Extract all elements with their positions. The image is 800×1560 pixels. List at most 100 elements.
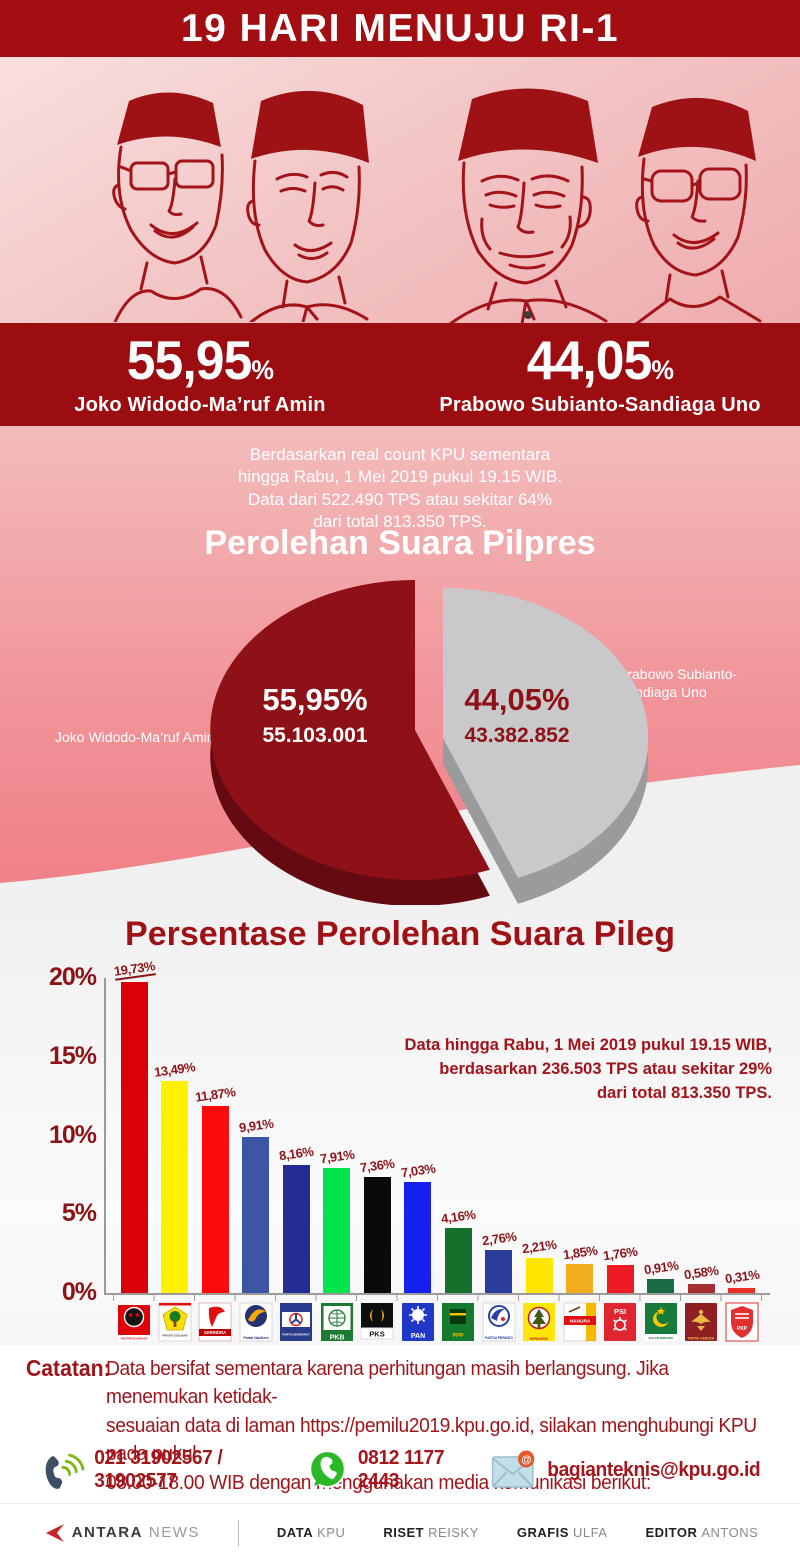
bar-value-label: 7,36% xyxy=(359,1155,396,1176)
brand-primary: ANTARA xyxy=(71,1524,143,1541)
party-logo-text: PDI PERJUANGAN xyxy=(121,1336,148,1340)
pie-votes-jokowi: 55.103.001 xyxy=(262,724,367,747)
bar xyxy=(242,1136,270,1293)
party-logo-golkar: PARTAI GOLKAR xyxy=(155,1301,196,1345)
bar xyxy=(404,1182,432,1293)
party-logo-text: HANURA xyxy=(569,1319,590,1325)
credit-data: DATA KPU xyxy=(276,1525,346,1540)
bar-column-PPP: 4,16% xyxy=(438,1206,479,1293)
jokowi-maruf-portrait-illustration xyxy=(112,90,369,322)
email-icon: @ xyxy=(491,1450,535,1488)
party-logo-perindo: PARTAI PERINDO xyxy=(479,1301,520,1345)
bar-column-PDI Perjuangan: 19,73% xyxy=(112,958,156,1293)
pileg-section: Persentase Perolehan Suara Pileg Data hi… xyxy=(0,905,800,1345)
party-logo-text: PSI xyxy=(614,1307,626,1316)
bar-column-Partai Gerindra: 11,87% xyxy=(194,1084,237,1293)
note-line: Data hingga Rabu, 1 Mei 2019 pukul 19.15… xyxy=(404,1035,772,1054)
jokowi-name: Joko Widodo-Ma’ruf Amin xyxy=(74,393,326,416)
phone-contact: 021 31902567 / 31902577 xyxy=(39,1446,297,1494)
pie-label-prabowo: Prabowo Subianto-Sandiaga Uno xyxy=(618,666,738,700)
phone-icon xyxy=(45,1453,85,1489)
bar-value-label: 8,16% xyxy=(278,1143,315,1163)
bar-column-Partai Demokrat: 8,16% xyxy=(276,1143,317,1293)
x-axis-ticks xyxy=(113,1295,764,1301)
y-axis-tick-label: 10% xyxy=(48,1120,97,1149)
result-left: 55,95% Joko Widodo-Ma’ruf Amin xyxy=(0,323,400,426)
note-line: dari total 813.350 TPS. xyxy=(313,512,487,532)
bar-column-Partai Hanura: 1,85% xyxy=(560,1243,601,1293)
party-logo-nasdem: Partai NasDem xyxy=(236,1301,277,1345)
party-logo-hanura: HANURA xyxy=(560,1301,601,1345)
y-axis: 20% 15% 10% 5% 0% xyxy=(0,905,97,1306)
party-logo-psi: PSI xyxy=(600,1301,641,1345)
jokowi-percentage: 55,95% xyxy=(126,328,274,391)
prabowo-sandiaga-portrait-illustration xyxy=(448,88,762,324)
whatsapp-icon xyxy=(309,1450,346,1488)
bar-column-Partai Perindo: 2,76% xyxy=(479,1228,520,1293)
bar-column-Partai NasDem: 9,91% xyxy=(236,1116,277,1293)
bar xyxy=(323,1168,351,1293)
x-axis-line xyxy=(104,1293,770,1295)
footer-divider xyxy=(237,1519,239,1546)
party-logo-text: PPP xyxy=(453,1333,464,1339)
candidate-portraits-section xyxy=(0,57,800,324)
party-logo-text: PARTAI GOLKAR xyxy=(162,1334,188,1338)
whatsapp-number: 0812 1177 2443 xyxy=(357,1447,445,1492)
bar-value-label: 0,31% xyxy=(723,1266,760,1287)
contacts-row: 021 31902567 / 31902577 0812 1177 2443 @… xyxy=(0,1437,800,1503)
pilpres-heading: Perolehan Suara Pilpres xyxy=(204,524,596,562)
credit-editor: EDITOR ANTONS xyxy=(645,1525,759,1540)
party-logo-pks: PKS xyxy=(357,1301,398,1345)
party-logo-ppp: PPP xyxy=(438,1301,479,1345)
bar-column-PAN: 7,03% xyxy=(398,1160,439,1293)
bar xyxy=(363,1177,391,1293)
pie-votes-prabowo: 43.382.852 xyxy=(464,724,569,747)
party-logo-text: PKB xyxy=(329,1335,344,1342)
bar xyxy=(485,1249,513,1293)
header-band: 19 HARI MENUJU RI-1 xyxy=(0,0,800,57)
bar xyxy=(282,1164,310,1293)
bar-column-Partai Berkarya: 2,21% xyxy=(519,1236,560,1293)
bar-value-label: 11,87% xyxy=(194,1084,237,1105)
bar xyxy=(647,1278,675,1293)
prabowo-name: Prabowo Subianto-Sandiaga Uno xyxy=(439,393,761,416)
bar-column-Partai Golkar: 13,49% xyxy=(153,1059,196,1293)
bar-chart: 19,73% 13,49% 11,87% 9,91% 8,16% 7,91% 7,36% 7,… xyxy=(112,948,763,1293)
note-line: berdasarkan 236.503 TPS atau sekitar 29% xyxy=(439,1058,772,1078)
bar-column-PBB: 0,91% xyxy=(641,1257,682,1293)
bar xyxy=(444,1227,472,1293)
bar-column-PKPI: 0,31% xyxy=(722,1266,763,1293)
percent-sign: % xyxy=(251,354,274,385)
party-logo-pan: PAN xyxy=(398,1301,439,1345)
bar-column-PKB: 7,91% xyxy=(317,1147,358,1293)
pie-slice-jokowi xyxy=(210,580,490,880)
bar-value-label: 4,16% xyxy=(440,1206,477,1226)
party-logo-text: GERINDRA xyxy=(204,1330,226,1335)
brand-secondary: NEWS xyxy=(148,1524,200,1541)
bar-column-PSI: 1,76% xyxy=(600,1243,641,1293)
y-axis-tick-label: 15% xyxy=(48,1041,97,1070)
bar-value-label: 1,76% xyxy=(602,1243,639,1264)
party-logos-row: PDI PERJUANGAN PARTAI GOLKAR GERINDRA Pa… xyxy=(114,1301,762,1345)
y-axis-line xyxy=(104,978,106,1293)
catatan-section: Catatan: Data bersifat sementara karena … xyxy=(0,1345,800,1494)
result-band: 55,95% Joko Widodo-Ma’ruf Amin 44,05% Pr… xyxy=(0,323,800,426)
party-logo-pkb: PKB xyxy=(317,1301,358,1345)
bar-value-label: 7,03% xyxy=(399,1160,436,1181)
party-logo-garuda: PARTAI GARUDA xyxy=(681,1301,722,1345)
party-logo-text: PARTAI GARUDA xyxy=(688,1337,715,1341)
bar xyxy=(120,982,148,1293)
bar-value-label: 7,91% xyxy=(318,1147,355,1167)
pileg-heading: Persentase Perolehan Suara Pileg xyxy=(125,915,675,953)
y-axis-tick-label: 0% xyxy=(61,1277,97,1306)
party-logo-pkpi: PKP xyxy=(722,1301,763,1345)
party-logo-text: PAN xyxy=(411,1333,425,1340)
svg-text:@: @ xyxy=(521,1454,531,1466)
percent-sign: % xyxy=(651,354,674,385)
email-address: bagianteknis@kpu.go.id xyxy=(547,1458,761,1481)
bar-value-label: 2,21% xyxy=(521,1236,558,1257)
bar xyxy=(161,1080,189,1293)
bar-value-label: 0,91% xyxy=(642,1257,679,1278)
party-logo-text: BERKARYA xyxy=(530,1337,548,1341)
